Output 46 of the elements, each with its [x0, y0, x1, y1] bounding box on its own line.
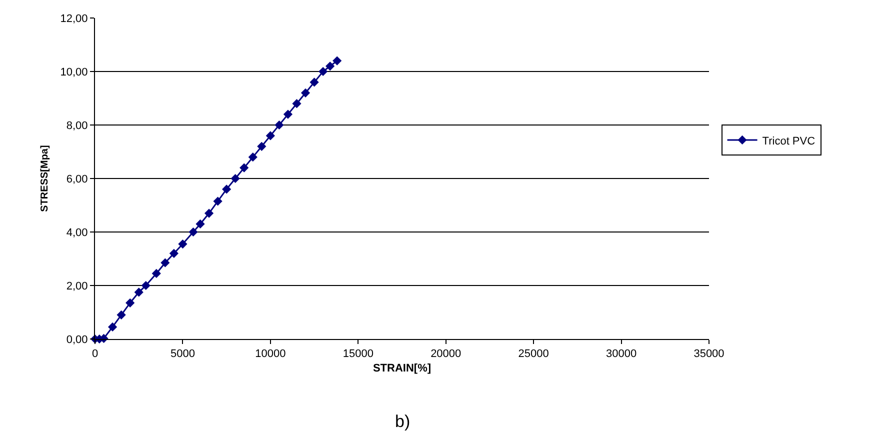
- point: [332, 56, 342, 66]
- point: [230, 174, 240, 184]
- x-tick-label: 10000: [255, 348, 286, 360]
- x-tick-label: 35000: [694, 348, 724, 360]
- point: [326, 62, 335, 71]
- point: [169, 248, 178, 258]
- point: [213, 196, 222, 206]
- x-tick-label: 5000: [170, 348, 195, 360]
- point: [116, 310, 126, 320]
- point: [240, 163, 249, 172]
- point: [152, 268, 161, 278]
- x-tick-label: 25000: [518, 348, 549, 360]
- y-tick-label: 4,00: [66, 226, 88, 239]
- x-axis-title: STRAIN[%]: [372, 362, 432, 374]
- x-tick-label: 0: [92, 348, 98, 360]
- point: [318, 66, 328, 76]
- point: [283, 110, 293, 119]
- y-tick-label: 10,00: [60, 66, 88, 78]
- point: [310, 78, 319, 87]
- point: [248, 152, 258, 162]
- y-tick-label: 8,00: [66, 120, 88, 132]
- point: [160, 258, 170, 268]
- x-tick-label: 15000: [342, 348, 374, 360]
- point: [300, 88, 310, 98]
- point: [257, 142, 266, 151]
- y-axis-title: STRESS[Mpa]: [39, 145, 50, 212]
- point: [222, 184, 232, 194]
- y-tick-label: 12,00: [60, 12, 88, 25]
- y-tick-label: 6,00: [66, 173, 88, 186]
- point: [126, 298, 135, 308]
- point: [141, 280, 150, 290]
- y-tick-label: 0,00: [66, 334, 88, 346]
- point: [266, 131, 275, 140]
- point: [196, 219, 205, 229]
- point: [134, 288, 144, 297]
- point: [274, 120, 284, 130]
- point: [204, 208, 214, 218]
- x-tick-label: 20000: [430, 348, 462, 360]
- x-tick-label: 30000: [606, 348, 637, 360]
- point: [178, 239, 188, 249]
- text: b): [395, 412, 410, 431]
- y-tick-label: 2,00: [66, 280, 88, 292]
- legend-label: Tricot PVC: [762, 135, 816, 148]
- point: [292, 99, 302, 108]
- point: [188, 227, 198, 237]
- point: [108, 322, 118, 332]
